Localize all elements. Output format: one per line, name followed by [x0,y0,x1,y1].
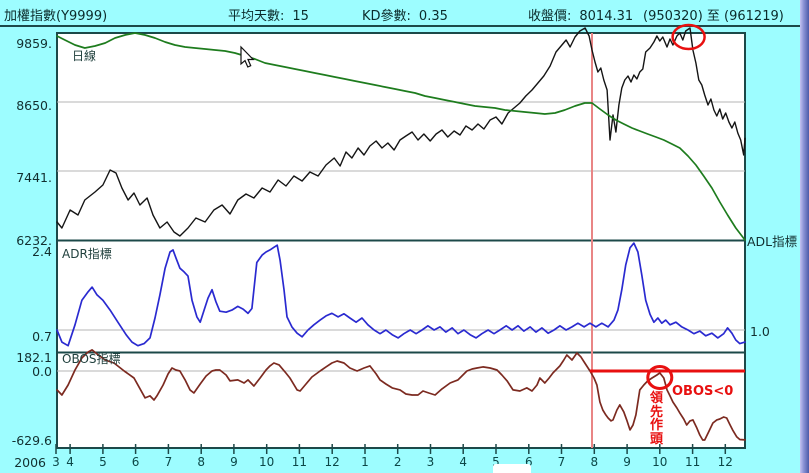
x-tick-label: 12 [325,455,340,469]
close-price-field: 收盤價: 8014.31 [528,5,633,24]
x-tick-label: 11 [685,455,700,469]
avg-days-value[interactable]: 15 [292,9,309,24]
x-tick-label: 7 [165,455,173,469]
series-taiex-daily [56,27,746,237]
x-tick-label: 3 [52,455,60,469]
obos-ytick-top: 182.1 [16,350,52,365]
header-divider [0,25,800,27]
page-title: 加權指數(Y9999) [4,9,108,24]
obos-ytick-bottom: -629.6 [11,433,52,448]
kd-param-label: KD參數: [362,9,411,24]
avg-days-field: 平均天數: 15 [228,5,309,24]
obos-panel-label: OBOS指標 [62,352,121,366]
adr-right-value: 1.0 [750,324,770,339]
x-axis-year: 2006 [14,455,46,470]
close-price-label: 收盤價: [528,9,572,24]
x-tick-label: 10 [259,455,274,469]
x-tick-label: 5 [492,455,500,469]
adr-ytick-top: 2.4 [32,244,52,259]
x-tick-label: 4 [66,455,74,469]
x-tick-label: 9 [623,455,631,469]
date-range: (950320) 至 (961219) [643,9,784,24]
x-tick-label: 7 [558,455,566,469]
adl-axis-label: ADL指標 [747,234,798,249]
price-ytick-8650: 8650. [16,98,52,113]
series-adr [56,242,746,347]
obos-below-zero-note: OBOS<0 [672,384,734,399]
x-tick-label: 12 [718,455,733,469]
x-tick-label: 5 [99,455,107,469]
obos-ytick-zero: 0.0 [32,364,52,379]
price-ytick-6232: 6232. [16,233,52,248]
price-ytick-9859: 9859. [16,36,52,51]
adr-panel-label: ADR指標 [62,247,112,261]
window-fragment [493,464,531,473]
x-tick-label: 9 [230,455,238,469]
x-tick-label: 11 [292,455,307,469]
price-ytick-7441: 7441. [16,170,52,185]
x-tick-label: 10 [652,455,667,469]
price-panel-label: 日線 [72,49,97,63]
x-tick-label: 6 [525,455,533,469]
window-right-border [800,0,809,473]
close-price-value: 8014.31 [579,9,634,24]
kd-param-value[interactable]: 0.35 [418,9,448,24]
x-tick-label: 3 [427,455,435,469]
x-tick-label: 8 [590,455,598,469]
x-tick-label: 1 [361,455,369,469]
x-tick-label: 6 [132,455,140,469]
x-tick-label: 2 [394,455,402,469]
adr-ytick-bottom: 0.7 [32,329,52,344]
obos-peak-circle [646,365,674,390]
avg-days-label: 平均天數: [228,9,285,24]
kd-param-field: KD參數: 0.35 [362,5,448,24]
leading-top-note: 領先作頭 [649,391,663,447]
x-tick-label: 8 [197,455,205,469]
series-adl [56,32,746,241]
x-tick-label: 4 [459,455,467,469]
price-peak-circle [671,23,706,51]
